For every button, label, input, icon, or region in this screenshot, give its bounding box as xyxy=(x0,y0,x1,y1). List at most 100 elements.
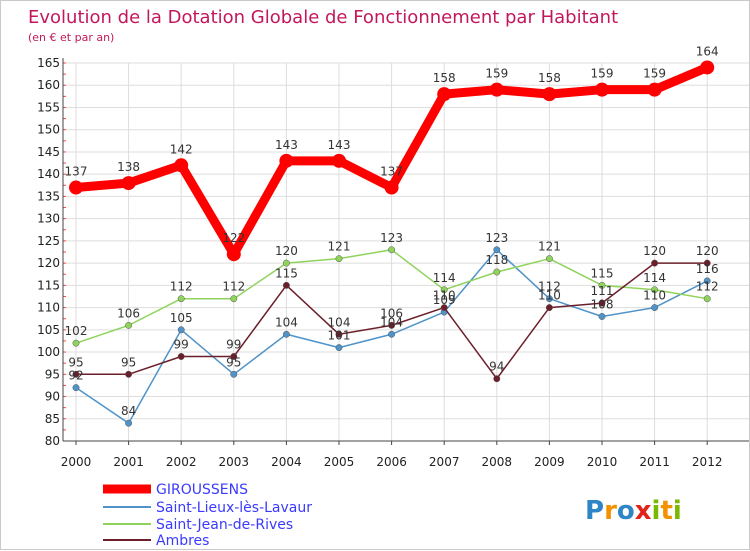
proxiti-logo: Proxiti xyxy=(585,496,682,526)
data-label: 114 xyxy=(643,271,666,285)
series-point-1 xyxy=(72,384,80,392)
series-point-1 xyxy=(125,419,133,427)
series-point-2 xyxy=(177,295,185,303)
y-tick-label: 80 xyxy=(45,434,60,448)
y-tick-label: 120 xyxy=(37,256,60,270)
series-point-0 xyxy=(121,176,136,191)
y-tick-label: 160 xyxy=(37,78,60,92)
data-label: 105 xyxy=(170,311,193,325)
series-point-3 xyxy=(703,259,711,267)
axes: 80 85 90 95 100 105 110 115 120 125 130 135 140 145 15… xyxy=(37,56,749,469)
logo-text: Proxiti xyxy=(585,496,682,526)
logo-letter: i xyxy=(673,496,682,526)
data-label: 84 xyxy=(121,404,136,418)
series-point-0 xyxy=(595,82,609,97)
data-label: 158 xyxy=(433,71,456,85)
series-point-3 xyxy=(388,321,396,329)
series-point-1 xyxy=(493,246,501,254)
series-point-2 xyxy=(282,259,290,267)
series-point-0 xyxy=(226,247,241,262)
series-point-2 xyxy=(72,339,80,347)
data-label: 112 xyxy=(696,280,719,294)
series-point-0 xyxy=(489,82,504,97)
chart-subtitle: (en € et par an) xyxy=(28,31,114,44)
series-point-1 xyxy=(282,330,290,338)
series-point-2 xyxy=(125,321,133,329)
legend-label: GIROUSSENS xyxy=(156,482,248,498)
y-tick-label: 150 xyxy=(37,123,60,137)
x-tick-label: 2003 xyxy=(219,455,250,469)
y-tick-label: 130 xyxy=(37,212,60,226)
x-tick-label: 2010 xyxy=(587,455,618,469)
series-point-1 xyxy=(545,295,553,303)
legend: GIROUSSENS Saint-Lieux-lès-LavaurSaint-Je… xyxy=(103,482,312,549)
data-label: 137 xyxy=(65,165,88,179)
data-label: 115 xyxy=(275,266,298,280)
x-tick-label: 2004 xyxy=(271,455,302,469)
data-label: 120 xyxy=(643,244,666,258)
data-label: 137 xyxy=(380,165,403,179)
data-label: 123 xyxy=(485,231,508,245)
y-tick-label: 85 xyxy=(45,412,60,426)
data-label: 95 xyxy=(226,355,241,369)
logo-letter: i xyxy=(652,496,661,526)
series-point-0 xyxy=(279,153,294,168)
x-tick-label: 2012 xyxy=(692,455,723,469)
series-point-2 xyxy=(230,295,238,303)
x-tick-label: 2008 xyxy=(482,455,513,469)
series-point-3 xyxy=(493,375,501,383)
series-point-0 xyxy=(69,180,83,195)
data-label: 95 xyxy=(121,355,136,369)
data-label: 118 xyxy=(485,253,508,267)
series-point-1 xyxy=(388,330,396,338)
data-label: 94 xyxy=(489,360,504,374)
data-label: 112 xyxy=(170,280,193,294)
data-label: 122 xyxy=(222,231,245,245)
data-label: 159 xyxy=(643,67,666,81)
series-point-2 xyxy=(335,255,343,263)
y-tick-label: 95 xyxy=(45,367,60,381)
data-label: 121 xyxy=(538,240,561,254)
y-tick-label: 115 xyxy=(37,278,60,292)
data-label: 114 xyxy=(433,271,456,285)
series-point-1 xyxy=(230,370,238,378)
data-label: 116 xyxy=(696,262,719,276)
series-lines xyxy=(69,60,715,427)
y-tick-label: 145 xyxy=(37,145,60,159)
legend-label: Ambres xyxy=(156,533,209,549)
x-tick-label: 2006 xyxy=(376,455,407,469)
series-point-2 xyxy=(703,295,711,303)
series-point-1 xyxy=(177,326,185,334)
series-point-1 xyxy=(703,277,711,285)
series-point-3 xyxy=(598,299,606,307)
series-point-0 xyxy=(384,180,399,195)
data-label: 121 xyxy=(328,240,351,254)
data-label: 101 xyxy=(328,329,351,343)
data-label: 108 xyxy=(591,297,614,311)
data-label: 120 xyxy=(275,244,298,258)
series-point-3 xyxy=(72,370,80,378)
data-label: 104 xyxy=(328,315,351,329)
y-tick-label: 135 xyxy=(37,189,60,203)
x-tick-label: 2009 xyxy=(534,455,565,469)
data-label: 92 xyxy=(68,369,83,383)
series-point-0 xyxy=(332,153,346,168)
data-label: 110 xyxy=(643,289,666,303)
y-tick-label: 105 xyxy=(37,323,60,337)
series-point-0 xyxy=(437,87,452,102)
data-label: 159 xyxy=(591,67,614,81)
y-tick-label: 125 xyxy=(37,234,60,248)
series-point-3 xyxy=(440,304,448,312)
logo-letter: r xyxy=(604,496,617,526)
data-label: 99 xyxy=(174,338,189,352)
series-point-2 xyxy=(545,255,553,263)
series-point-3 xyxy=(335,330,343,338)
series-point-3 xyxy=(125,370,133,378)
data-label: 99 xyxy=(226,338,241,352)
x-tick-label: 2007 xyxy=(429,455,460,469)
x-tick-label: 2000 xyxy=(61,455,92,469)
data-label: 106 xyxy=(117,306,140,320)
series-point-2 xyxy=(493,268,501,276)
